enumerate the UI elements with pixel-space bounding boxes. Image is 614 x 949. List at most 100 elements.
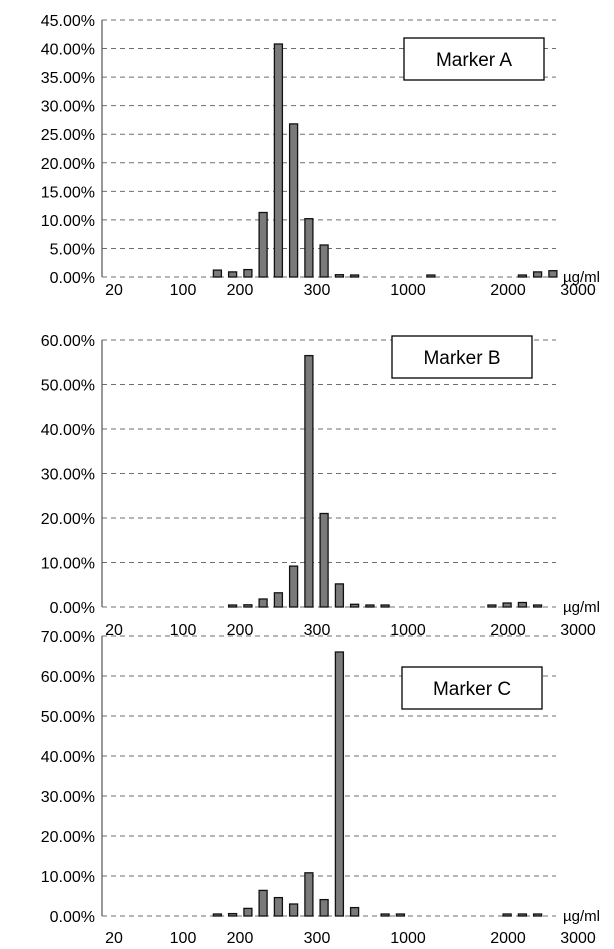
y-tick-label: 35.00%	[41, 70, 95, 87]
y-tick-label: 20.00%	[41, 156, 95, 173]
x-tick-label: 1000	[390, 282, 426, 299]
bar	[319, 898, 329, 917]
x-tick-label: 20	[105, 930, 123, 947]
y-tick-label: 5.00%	[50, 241, 95, 258]
bar	[258, 211, 268, 278]
bar	[548, 270, 558, 278]
bar	[273, 896, 284, 917]
bar	[258, 598, 268, 608]
y-tick-label: 70.00%	[41, 629, 95, 646]
y-tick-label: 50.00%	[41, 378, 95, 395]
x-tick-label: 300	[304, 930, 331, 947]
x-tick-label: 2000	[490, 622, 526, 639]
bar	[212, 269, 223, 278]
x-tick-label: 100	[170, 282, 197, 299]
bar	[395, 913, 406, 917]
x-tick-label: 20	[105, 622, 123, 639]
x-tick-label: 300	[304, 282, 331, 299]
bar	[273, 43, 284, 278]
marker-label: Marker A	[436, 50, 512, 71]
x-tick-label: 3000	[560, 930, 596, 947]
y-tick-label: 40.00%	[41, 749, 95, 766]
bar	[304, 354, 314, 608]
bar	[334, 274, 345, 278]
marker-box	[401, 666, 543, 710]
y-tick-label: 20.00%	[41, 511, 95, 528]
y-tick-label: 40.00%	[41, 422, 95, 439]
x-tick-label: 100	[170, 622, 197, 639]
y-tick-label: 0.00%	[50, 270, 95, 287]
bar	[334, 583, 345, 608]
y-tick-label: 0.00%	[50, 600, 95, 617]
y-tick-label: 30.00%	[41, 789, 95, 806]
bar	[517, 913, 528, 917]
bar	[532, 271, 543, 278]
y-tick-label: 10.00%	[41, 556, 95, 573]
bar	[288, 123, 299, 278]
bar	[532, 913, 543, 917]
bar	[365, 604, 375, 608]
x-tick-label: 200	[227, 282, 254, 299]
y-tick-label: 60.00%	[41, 669, 95, 686]
bar	[502, 602, 512, 608]
bar	[304, 218, 314, 278]
y-tick-label: 0.00%	[50, 909, 95, 926]
panel-3: 0.00% 10.00% 20.00% 30.00% 40.00% 50.00% 60.00…	[41, 629, 600, 947]
marker-box	[403, 37, 545, 81]
bar	[319, 512, 329, 608]
bar	[319, 244, 329, 278]
bar	[258, 889, 268, 917]
y-tick-label: 60.00%	[41, 333, 95, 350]
bar	[380, 913, 390, 917]
marker-label: Marker B	[423, 348, 500, 369]
bar	[243, 604, 253, 608]
marker-box	[391, 335, 533, 379]
bar	[304, 872, 314, 917]
x-tick-label: 1000	[390, 930, 426, 947]
y-tick-label: 30.00%	[41, 467, 95, 484]
bar	[212, 913, 223, 917]
bar	[243, 907, 253, 917]
unit-label: µg/ml	[563, 269, 600, 286]
bar	[227, 604, 238, 608]
bar	[349, 274, 360, 278]
x-tick-label: 2000	[490, 282, 526, 299]
bar	[227, 912, 238, 917]
x-tick-label: 1000	[390, 622, 426, 639]
bar	[273, 592, 284, 608]
x-tick-label: 300	[304, 622, 331, 639]
y-tick-label: 20.00%	[41, 829, 95, 846]
bar	[380, 604, 390, 608]
bar	[517, 274, 528, 278]
y-tick-label: 45.00%	[41, 13, 95, 30]
bar	[288, 903, 299, 917]
bar	[502, 913, 512, 917]
bar	[288, 565, 299, 608]
bar	[517, 601, 528, 608]
x-tick-label: 2000	[490, 930, 526, 947]
x-tick-label: 200	[227, 622, 254, 639]
y-tick-label: 25.00%	[41, 127, 95, 144]
panel-2: 0.00% 10.00% 20.00% 30.00% 40.00% 50.00% 60.00…	[41, 333, 600, 639]
panel-1: 0.00% 5.00% 10.00% 15.00% 20.00% 25.00% 30.00%…	[41, 13, 600, 299]
marker-label: Marker C	[433, 679, 511, 700]
bar	[227, 271, 238, 278]
bar	[349, 906, 360, 917]
bar	[349, 603, 360, 608]
x-tick-label: 3000	[560, 282, 596, 299]
bar	[426, 274, 436, 278]
x-tick-label: 3000	[560, 622, 596, 639]
bar	[243, 268, 253, 278]
y-tick-label: 50.00%	[41, 709, 95, 726]
y-tick-label: 30.00%	[41, 99, 95, 116]
y-tick-label: 10.00%	[41, 869, 95, 886]
unit-label: µg/ml	[563, 908, 600, 925]
x-tick-label: 100	[170, 930, 197, 947]
bar	[334, 651, 345, 917]
bar	[532, 604, 543, 608]
y-tick-label: 40.00%	[41, 42, 95, 59]
bar	[487, 604, 497, 608]
y-tick-label: 10.00%	[41, 213, 95, 230]
x-tick-label: 200	[227, 930, 254, 947]
